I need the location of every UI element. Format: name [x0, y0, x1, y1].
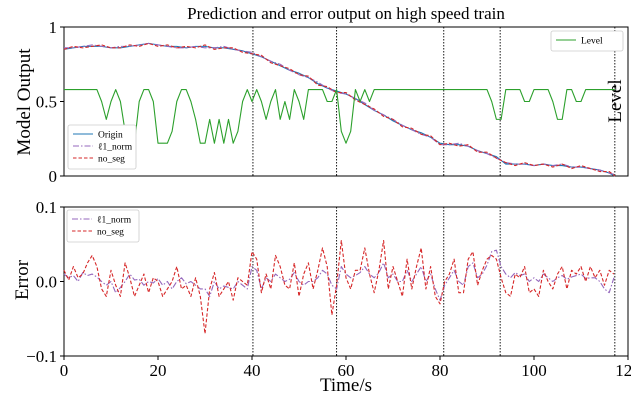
- bottom-y-axis-label: Error: [12, 259, 33, 300]
- top-y-ticks: 00.51: [36, 18, 64, 186]
- legend-frame: [550, 30, 624, 52]
- y-tick-label-0: 0: [49, 167, 58, 186]
- bottom-legend: ℓ1_norm no_seg: [66, 209, 140, 243]
- y-tick-label-2: 0.1: [36, 198, 57, 217]
- x-tick-label-0: 0: [60, 361, 69, 380]
- x-tick-label-5: 100: [521, 361, 547, 380]
- x-tick-label-4: 80: [432, 361, 449, 380]
- y-tick-label-2: 1: [49, 18, 58, 37]
- bottom-panel: −0.1 0.0 0.1 0 20 40 60 80 100 120 ℓ1_norm no_seg: [26, 198, 631, 380]
- y-tick-label-1: 0.0: [36, 273, 57, 292]
- top-right-y-axis-label: Level: [605, 79, 626, 122]
- bottom-y-ticks: −0.1 0.0 0.1: [26, 198, 64, 366]
- chart-title: Prediction and error output on high spee…: [187, 4, 505, 23]
- x-tick-label-3: 60: [338, 361, 355, 380]
- legend-label-no-seg: no_seg: [98, 155, 125, 165]
- x-tick-label-1: 20: [150, 361, 167, 380]
- legend-label-origin: Origin: [98, 131, 123, 141]
- bottom-series-group: [63, 239, 615, 335]
- legend-label-1-norm: ℓ1_norm: [97, 216, 132, 226]
- legend-label-1-norm: ℓ1_norm: [98, 143, 133, 153]
- series-line-1-norm: [63, 249, 615, 301]
- series-line-level: [64, 89, 615, 144]
- legend-frame: [66, 209, 140, 243]
- legend-label-level: Level: [581, 37, 603, 47]
- top-legend-level: Level: [550, 30, 624, 52]
- top-series-group: [63, 42, 616, 177]
- series-line-no-seg: [63, 42, 616, 177]
- y-tick-label-0: −0.1: [26, 347, 57, 366]
- top-segment-lines: [252, 27, 616, 176]
- y-tick-label-1: 0.5: [36, 93, 57, 112]
- legend-label-no-seg: no_seg: [97, 228, 124, 238]
- top-legend-series: Origin ℓ1_norm no_seg: [67, 124, 137, 170]
- top-y-axis-label: Model Output: [14, 48, 35, 156]
- x-ticks: 0 20 40 60 80 100 120: [60, 356, 631, 380]
- x-tick-label-6: 120: [615, 361, 631, 380]
- series-line-no-seg: [63, 239, 615, 335]
- bottom-segment-lines: [252, 207, 616, 356]
- x-tick-label-2: 40: [244, 361, 261, 380]
- x-axis-label: Time/s: [320, 375, 372, 396]
- series-line-1-norm: [64, 42, 615, 176]
